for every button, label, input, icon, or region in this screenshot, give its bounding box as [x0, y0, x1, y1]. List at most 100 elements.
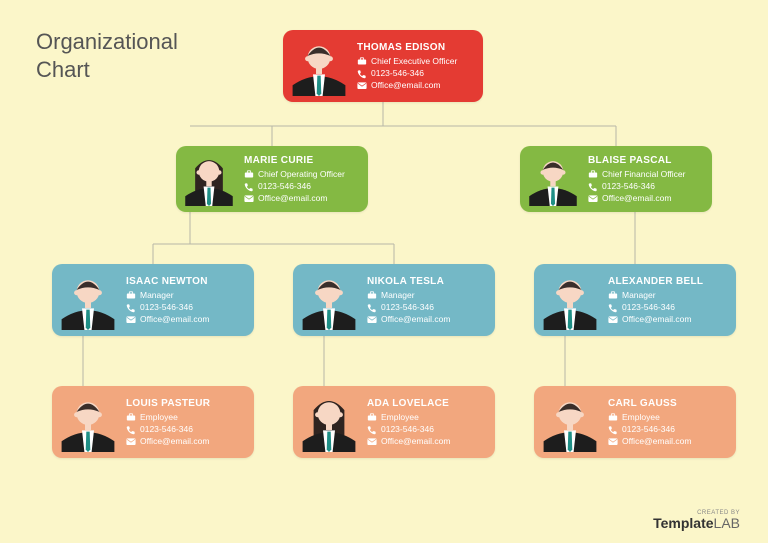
footer-branding: CREATED BY TemplateLAB	[653, 510, 740, 531]
briefcase-icon	[126, 413, 136, 421]
role-row: Employee	[126, 412, 244, 422]
mail-icon	[244, 194, 254, 202]
org-card-cfo: BLAISE PASCAL Chief Financial Officer 0123…	[520, 146, 712, 212]
briefcase-icon	[244, 170, 254, 178]
email-row-text: Office@email.com	[622, 436, 691, 446]
phone-row: 0123-546-346	[608, 302, 726, 312]
role-row-text: Employee	[622, 412, 660, 422]
role-row-text: Employee	[381, 412, 419, 422]
phone-row-text: 0123-546-346	[381, 424, 434, 434]
mail-icon	[588, 194, 598, 202]
email-row: Office@email.com	[608, 436, 726, 446]
phone-row-text: 0123-546-346	[140, 424, 193, 434]
phone-row-text: 0123-546-346	[381, 302, 434, 312]
email-row: Office@email.com	[357, 80, 473, 90]
person-avatar	[540, 270, 600, 330]
role-row: Employee	[367, 412, 485, 422]
person-name: ISAAC NEWTON	[126, 276, 244, 288]
phone-icon	[126, 425, 136, 433]
email-row-text: Office@email.com	[140, 314, 209, 324]
phone-icon	[367, 303, 377, 311]
person-name: LOUIS PASTEUR	[126, 398, 244, 410]
phone-row: 0123-546-346	[367, 302, 485, 312]
mail-icon	[367, 315, 377, 323]
card-info: MARIE CURIEChief Operating Officer0123-5…	[244, 155, 358, 204]
role-row: Manager	[126, 290, 244, 300]
person-name: NIKOLA TESLA	[367, 276, 485, 288]
card-info: BLAISE PASCAL Chief Financial Officer 0123…	[588, 155, 702, 204]
phone-icon	[357, 69, 367, 77]
person-avatar	[299, 270, 359, 330]
card-info: LOUIS PASTEUR Employee 0123-546-346 Office@…	[126, 398, 244, 447]
phone-row: 0123-546-346	[357, 68, 473, 78]
phone-row-text: 0123-546-346	[140, 302, 193, 312]
mail-icon	[126, 315, 136, 323]
briefcase-icon	[357, 57, 367, 65]
phone-row-text: 0123-546-346	[371, 68, 424, 78]
card-info: NIKOLA TESLA Manager 0123-546-346 Office@em…	[367, 276, 485, 325]
briefcase-icon	[608, 291, 618, 299]
org-card-mgr3: ALEXANDER BELL Manager 0123-546-346 Office@…	[534, 264, 736, 336]
person-avatar	[526, 152, 580, 206]
briefcase-icon	[588, 170, 598, 178]
mail-icon	[367, 437, 377, 445]
email-row: Office@email.com	[588, 193, 702, 203]
phone-icon	[608, 303, 618, 311]
email-row: Office@email.com	[126, 314, 244, 324]
title-line-1: Organizational	[36, 28, 178, 56]
person-avatar	[58, 270, 118, 330]
phone-row: 0123-546-346	[244, 181, 358, 191]
person-avatar	[299, 392, 359, 452]
mail-icon	[608, 437, 618, 445]
phone-row: 0123-546-346	[367, 424, 485, 434]
role-row: Chief Financial Officer	[588, 169, 702, 179]
person-name: BLAISE PASCAL	[588, 155, 702, 167]
phone-row: 0123-546-346	[588, 181, 702, 191]
email-row: Office@email.com	[244, 193, 358, 203]
org-card-emp3: CARL GAUSS Employee 0123-546-346 Office@ema…	[534, 386, 736, 458]
person-name: THOMAS EDISON	[357, 42, 473, 54]
person-avatar	[540, 392, 600, 452]
card-info: CARL GAUSS Employee 0123-546-346 Office@ema…	[608, 398, 726, 447]
role-row: Employee	[608, 412, 726, 422]
org-card-coo: MARIE CURIEChief Operating Officer0123-5…	[176, 146, 368, 212]
role-row-text: Manager	[622, 290, 656, 300]
email-row-text: Office@email.com	[371, 80, 440, 90]
role-row-text: Chief Financial Officer	[602, 169, 685, 179]
phone-icon	[608, 425, 618, 433]
email-row-text: Office@email.com	[602, 193, 671, 203]
mail-icon	[357, 81, 367, 89]
card-info: ADA LOVELACEEmployee0123-546-346Office@e…	[367, 398, 485, 447]
person-name: MARIE CURIE	[244, 155, 358, 167]
briefcase-icon	[608, 413, 618, 421]
card-info: ALEXANDER BELL Manager 0123-546-346 Office@…	[608, 276, 726, 325]
card-info: ISAAC NEWTON Manager 0123-546-346 Office@em…	[126, 276, 244, 325]
role-row-text: Manager	[381, 290, 415, 300]
role-row-text: Chief Executive Officer	[371, 56, 457, 66]
person-name: ALEXANDER BELL	[608, 276, 726, 288]
role-row-text: Employee	[140, 412, 178, 422]
briefcase-icon	[126, 291, 136, 299]
email-row-text: Office@email.com	[140, 436, 209, 446]
person-avatar	[58, 392, 118, 452]
email-row: Office@email.com	[367, 436, 485, 446]
email-row: Office@email.com	[126, 436, 244, 446]
email-row-text: Office@email.com	[258, 193, 327, 203]
phone-row-text: 0123-546-346	[602, 181, 655, 191]
email-row: Office@email.com	[367, 314, 485, 324]
briefcase-icon	[367, 291, 377, 299]
email-row-text: Office@email.com	[622, 314, 691, 324]
phone-icon	[588, 182, 598, 190]
page-title: Organizational Chart	[36, 28, 178, 83]
role-row: Chief Executive Officer	[357, 56, 473, 66]
email-row-text: Office@email.com	[381, 314, 450, 324]
person-name: CARL GAUSS	[608, 398, 726, 410]
org-card-emp2: ADA LOVELACEEmployee0123-546-346Office@e…	[293, 386, 495, 458]
email-row-text: Office@email.com	[381, 436, 450, 446]
phone-icon	[367, 425, 377, 433]
phone-row-text: 0123-546-346	[258, 181, 311, 191]
email-row: Office@email.com	[608, 314, 726, 324]
phone-row-text: 0123-546-346	[622, 424, 675, 434]
person-avatar	[182, 152, 236, 206]
footer-brand-a: Template	[653, 515, 713, 531]
